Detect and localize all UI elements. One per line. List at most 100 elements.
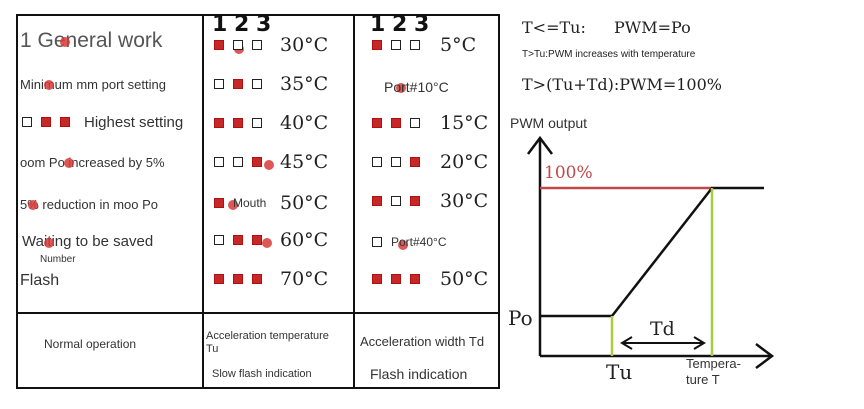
temperature-value: 30°C	[440, 190, 489, 212]
column-divider	[353, 14, 355, 389]
number-label: Number	[40, 254, 76, 265]
row-divider	[16, 312, 500, 314]
equation-tu-left: T<=Tu:	[522, 18, 586, 37]
led-on-indicator	[214, 40, 224, 50]
header-digit: 2	[392, 12, 408, 37]
td-arrow-right	[693, 336, 706, 350]
led-off-indicator	[372, 157, 382, 167]
temperature-value: 50°C	[280, 192, 329, 214]
row-label: Port#40°C	[391, 235, 447, 249]
led-off-indicator	[391, 196, 401, 206]
led-on-indicator	[252, 274, 262, 284]
acceleration-width-label: Acceleration width Td	[360, 334, 485, 349]
watermark-dot	[228, 200, 238, 210]
led-off-indicator	[372, 237, 382, 247]
led-off-indicator	[410, 118, 420, 128]
tu-label: Tu	[206, 343, 219, 355]
watermark-dot	[44, 80, 54, 90]
acceleration-temperature-label: Acceleration temperature	[206, 330, 329, 342]
col1-row-label: oom Po increased by 5%	[20, 155, 165, 170]
led-on-indicator	[214, 274, 224, 284]
led-on-indicator	[410, 196, 420, 206]
led-off-indicator	[233, 157, 243, 167]
col1-row-label: Highest setting	[84, 114, 184, 131]
mode-table	[16, 14, 500, 389]
led-on-indicator	[410, 157, 420, 167]
x-axis-arrow	[755, 343, 775, 369]
normal-operation-label: Normal operation	[44, 337, 137, 351]
watermark-dot	[398, 240, 408, 250]
y-axis-label: PWM output	[510, 115, 588, 131]
equation-increase: T>Tu:PWM increases with temperature	[522, 49, 696, 60]
led-on-indicator	[410, 274, 420, 284]
led-off-indicator	[252, 40, 262, 50]
header-digit: 3	[414, 12, 430, 37]
indicator-row: 45°C	[214, 151, 328, 173]
led-on-indicator	[372, 40, 382, 50]
watermark-dot	[262, 238, 272, 248]
watermark-dot	[44, 238, 54, 248]
led-on-indicator	[252, 235, 262, 245]
header-digit: 2	[234, 12, 250, 37]
temperature-value: 15°C	[440, 112, 489, 134]
led-off-indicator	[214, 79, 224, 89]
indicator-row: 30°C	[372, 190, 488, 212]
led-on-indicator	[391, 274, 401, 284]
temperature-value: 45°C	[280, 151, 329, 173]
indicator-row: 5°C	[372, 34, 476, 56]
col1-row-label: Flash	[20, 272, 60, 289]
equation-tu-right: PWM=Po	[614, 18, 691, 37]
led-on-indicator	[214, 198, 224, 208]
header-digit: 1	[370, 12, 386, 37]
temperature-value: 70°C	[280, 268, 329, 290]
indicator-row: 20°C	[372, 151, 488, 173]
led-on-indicator	[372, 118, 382, 128]
led-on-indicator	[60, 117, 70, 127]
slow-flash-label: Slow flash indication	[212, 368, 312, 380]
header-digit: 3	[256, 12, 272, 37]
x-axis-label-line2: ture T	[686, 372, 720, 387]
led-on-indicator	[252, 157, 262, 167]
led-on-indicator	[41, 117, 51, 127]
led-off-indicator	[410, 40, 420, 50]
flash-indication-label: Flash indication	[370, 366, 468, 382]
pwm-graph	[527, 135, 775, 369]
column-divider	[202, 14, 204, 389]
indicator-row: Mouth 50°C	[214, 192, 328, 214]
indicator-row: 70°C	[214, 268, 328, 290]
temperature-value: 30°C	[280, 34, 329, 56]
watermark-dot	[28, 200, 38, 210]
led-off-indicator	[252, 79, 262, 89]
led-off-indicator	[391, 40, 401, 50]
led-off-indicator	[252, 118, 262, 128]
led-off-indicator	[22, 117, 32, 127]
col1-row-label: Waiting to be saved	[22, 233, 154, 250]
led-on-indicator	[372, 196, 382, 206]
col1-indicator-group	[22, 117, 79, 127]
label-po: Po	[508, 306, 533, 330]
indicator-row: 40°C	[214, 112, 328, 134]
temperature-value: 5°C	[440, 34, 477, 56]
label-td: Td	[650, 318, 675, 340]
temperature-value: 60°C	[280, 229, 329, 251]
x-axis-label-line1: Tempera-	[686, 356, 741, 371]
label-tu: Tu	[606, 360, 633, 384]
equation-full: T>(Tu+Td):PWM=100%	[522, 75, 722, 94]
temperature-value: 35°C	[280, 73, 329, 95]
col1-title: 1 General work	[20, 29, 163, 52]
watermark-dot	[60, 37, 70, 47]
led-on-indicator	[233, 118, 243, 128]
indicator-row: 15°C	[372, 112, 488, 134]
td-arrow-left	[620, 336, 633, 350]
led-on-indicator	[233, 79, 243, 89]
label-100-percent: 100%	[544, 163, 593, 183]
led-off-indicator	[214, 235, 224, 245]
indicator-row: 35°C	[214, 73, 328, 95]
temperature-value: 20°C	[440, 151, 489, 173]
indicator-row: 60°C	[214, 229, 328, 251]
col1-row-label: 5% reduction in moo Po	[20, 197, 159, 212]
led-off-indicator	[214, 157, 224, 167]
led-on-indicator	[233, 235, 243, 245]
temperature-value: 40°C	[280, 112, 329, 134]
col1-row-label: Minimum mm port setting	[20, 77, 166, 92]
